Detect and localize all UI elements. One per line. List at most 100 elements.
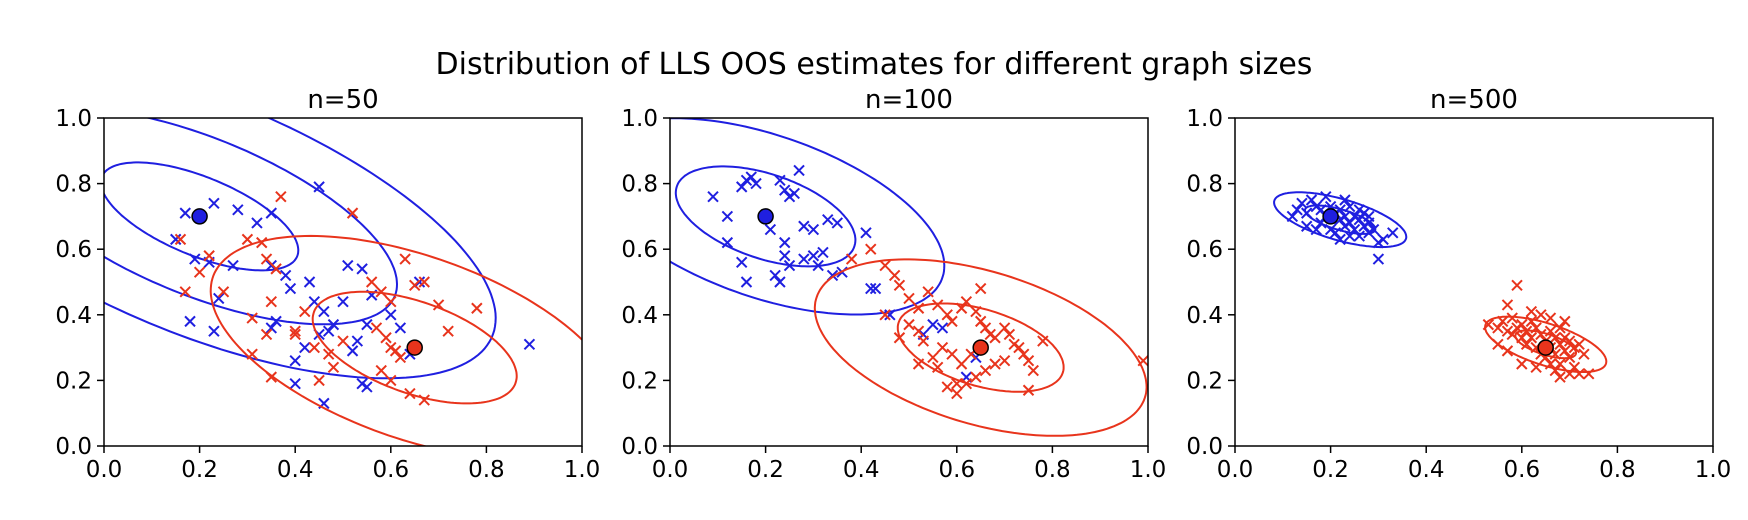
subplot-title: n=50	[307, 85, 378, 115]
figure-title: Distribution of LLS OOS estimates for di…	[436, 47, 1313, 82]
scatter-point	[299, 341, 311, 354]
scatter-point	[989, 332, 1001, 344]
scatter-point	[917, 335, 930, 347]
scatter-point	[779, 184, 791, 196]
scatter-point	[232, 204, 244, 216]
scatter-point	[275, 191, 287, 203]
scatter-point	[265, 295, 278, 308]
scatter-point	[432, 299, 445, 311]
scatter-point	[251, 217, 263, 229]
scatter-point	[346, 345, 359, 357]
scatter-point	[936, 341, 949, 354]
scatter-point	[327, 361, 340, 373]
scatter-point	[389, 345, 402, 357]
scatter-point	[912, 325, 925, 337]
scatter-point	[260, 253, 273, 265]
subplot-title: n=100	[865, 85, 953, 115]
scatter-point	[265, 322, 278, 334]
scatter-point	[865, 282, 877, 295]
confidence-ellipse	[896, 302, 1065, 393]
scatter-point	[1353, 230, 1365, 242]
scatter-point	[279, 269, 292, 282]
confidence-ellipse	[1273, 191, 1408, 249]
x-tick-label: 0.2	[1312, 457, 1349, 483]
series-2	[1482, 279, 1608, 383]
scatter-point	[299, 305, 311, 318]
scatter-point	[1492, 338, 1504, 351]
scatter-point	[707, 191, 719, 203]
scatter-point	[289, 325, 301, 337]
scatter-point	[893, 279, 906, 291]
scatter-point	[1348, 223, 1361, 236]
scatter-point	[1344, 200, 1356, 213]
scatter-point	[1554, 338, 1566, 351]
scatter-point	[1544, 312, 1557, 324]
scatter-point	[1022, 384, 1035, 396]
scatter-point	[246, 348, 258, 360]
scatter-point	[927, 351, 939, 364]
scatter-point	[1544, 358, 1557, 370]
scatter-point	[418, 394, 430, 406]
scatter-point	[1559, 345, 1571, 357]
subplot-3: n=500 0.0 0.2 0.4 0.6 0.8 1.0 0.0 0.2 0.4 0.6 0.8 1.…	[1186, 85, 1731, 483]
scatter-point	[471, 302, 483, 314]
scatter-point	[860, 227, 872, 239]
scatter-point	[1377, 233, 1389, 246]
scatter-point	[798, 220, 810, 232]
scatter-point	[394, 351, 407, 364]
scatter-point	[941, 381, 953, 393]
scatter-point	[1286, 210, 1299, 223]
scatter-point	[745, 171, 757, 183]
scatter-point	[380, 332, 392, 344]
x-tick-label: 0.4	[1408, 457, 1445, 483]
scatter-point	[1525, 305, 1538, 318]
scatter-point	[1501, 299, 1514, 311]
scatter-point	[1525, 332, 1538, 344]
x-tick-label: 0.6	[939, 457, 976, 483]
y-tick-label: 0.6	[621, 237, 658, 263]
y-tick-label: 0.8	[621, 172, 658, 198]
scatter-point	[337, 295, 349, 308]
scatter-point	[217, 286, 230, 298]
scatter-point	[1568, 361, 1581, 373]
scatter-point	[1003, 328, 1016, 341]
y-tick-label: 0.6	[1186, 237, 1223, 263]
y-tick-label: 0.4	[1186, 303, 1223, 329]
scatter-point	[974, 282, 987, 295]
scatter-point	[241, 233, 254, 246]
plot-area	[1273, 191, 1608, 383]
scatter-point	[404, 387, 416, 400]
scatter-point	[960, 295, 973, 308]
scatter-point	[951, 377, 963, 390]
scatter-point	[912, 358, 925, 370]
scatter-point	[1554, 371, 1566, 383]
scatter-point	[256, 236, 268, 249]
scatter-point	[370, 322, 383, 334]
scatter-point	[365, 276, 378, 288]
subplot-2: n=100 0.0 0.2 0.4 0.6 0.8 1.0 0.0 0.2 0.4 0.6 0.8 1.…	[621, 85, 1166, 483]
scatter-point	[1339, 194, 1351, 206]
scatter-point	[1516, 358, 1528, 370]
scatter-point	[927, 318, 939, 331]
scatter-point	[1305, 194, 1318, 206]
scatter-point	[812, 259, 824, 272]
scatter-point	[822, 213, 834, 226]
x-tick-label: 1.0	[1695, 457, 1732, 483]
scatter-point	[303, 276, 316, 288]
scatter-point	[1525, 315, 1538, 328]
scatter-point	[951, 387, 963, 400]
x-tick-label: 0.0	[86, 457, 123, 483]
plot-area	[670, 118, 1148, 437]
x-tick-label: 0.8	[1034, 457, 1071, 483]
scatter-point	[788, 187, 800, 200]
true-value-marker	[1322, 208, 1339, 225]
scatter-point	[774, 174, 786, 187]
scatter-point	[1535, 328, 1547, 341]
y-tick-label: 0.8	[55, 172, 92, 198]
true-value-marker	[1537, 339, 1554, 356]
scatter-point	[1353, 213, 1365, 226]
scatter-point	[260, 328, 273, 341]
x-tick-label: 0.6	[373, 457, 410, 483]
scatter-point	[1137, 355, 1148, 367]
